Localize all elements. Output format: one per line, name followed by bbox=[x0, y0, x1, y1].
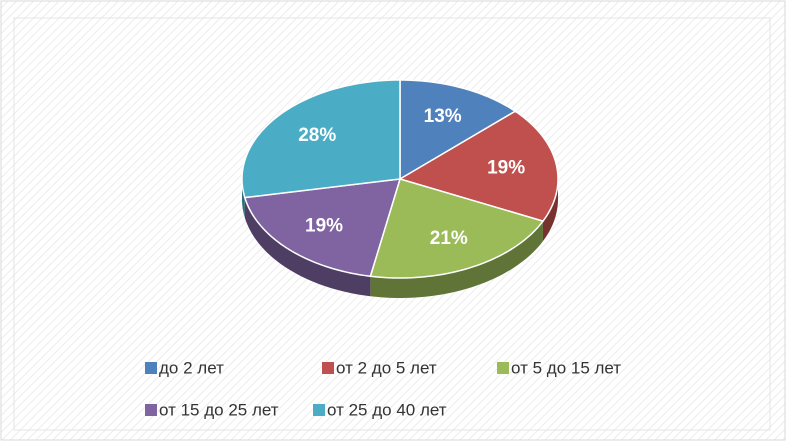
legend-swatch bbox=[145, 404, 157, 416]
legend-swatch bbox=[497, 362, 509, 374]
data-label: 28% bbox=[298, 125, 336, 146]
legend-swatch bbox=[322, 362, 334, 374]
slice bbox=[243, 178, 402, 278]
slice bbox=[399, 79, 517, 181]
slice-side bbox=[244, 197, 371, 297]
data-label: 19% bbox=[487, 157, 525, 178]
slice bbox=[398, 110, 559, 223]
legend-swatch bbox=[145, 362, 157, 374]
legend-label: до 2 лет bbox=[159, 358, 224, 377]
data-label: 19% bbox=[305, 216, 343, 237]
legend-label: от 25 до 40 лет bbox=[327, 400, 447, 419]
plot-frame bbox=[13, 17, 771, 431]
legend-label: от 5 до 15 лет bbox=[511, 358, 621, 377]
slice-side bbox=[370, 221, 543, 298]
data-label: 21% bbox=[430, 228, 468, 249]
legend-label: от 2 до 5 лет bbox=[336, 358, 437, 377]
slice bbox=[241, 79, 401, 199]
legend-label: от 15 до 25 лет bbox=[159, 400, 279, 419]
slice bbox=[369, 178, 545, 279]
legend-swatch bbox=[313, 404, 325, 416]
data-label: 13% bbox=[424, 106, 462, 127]
